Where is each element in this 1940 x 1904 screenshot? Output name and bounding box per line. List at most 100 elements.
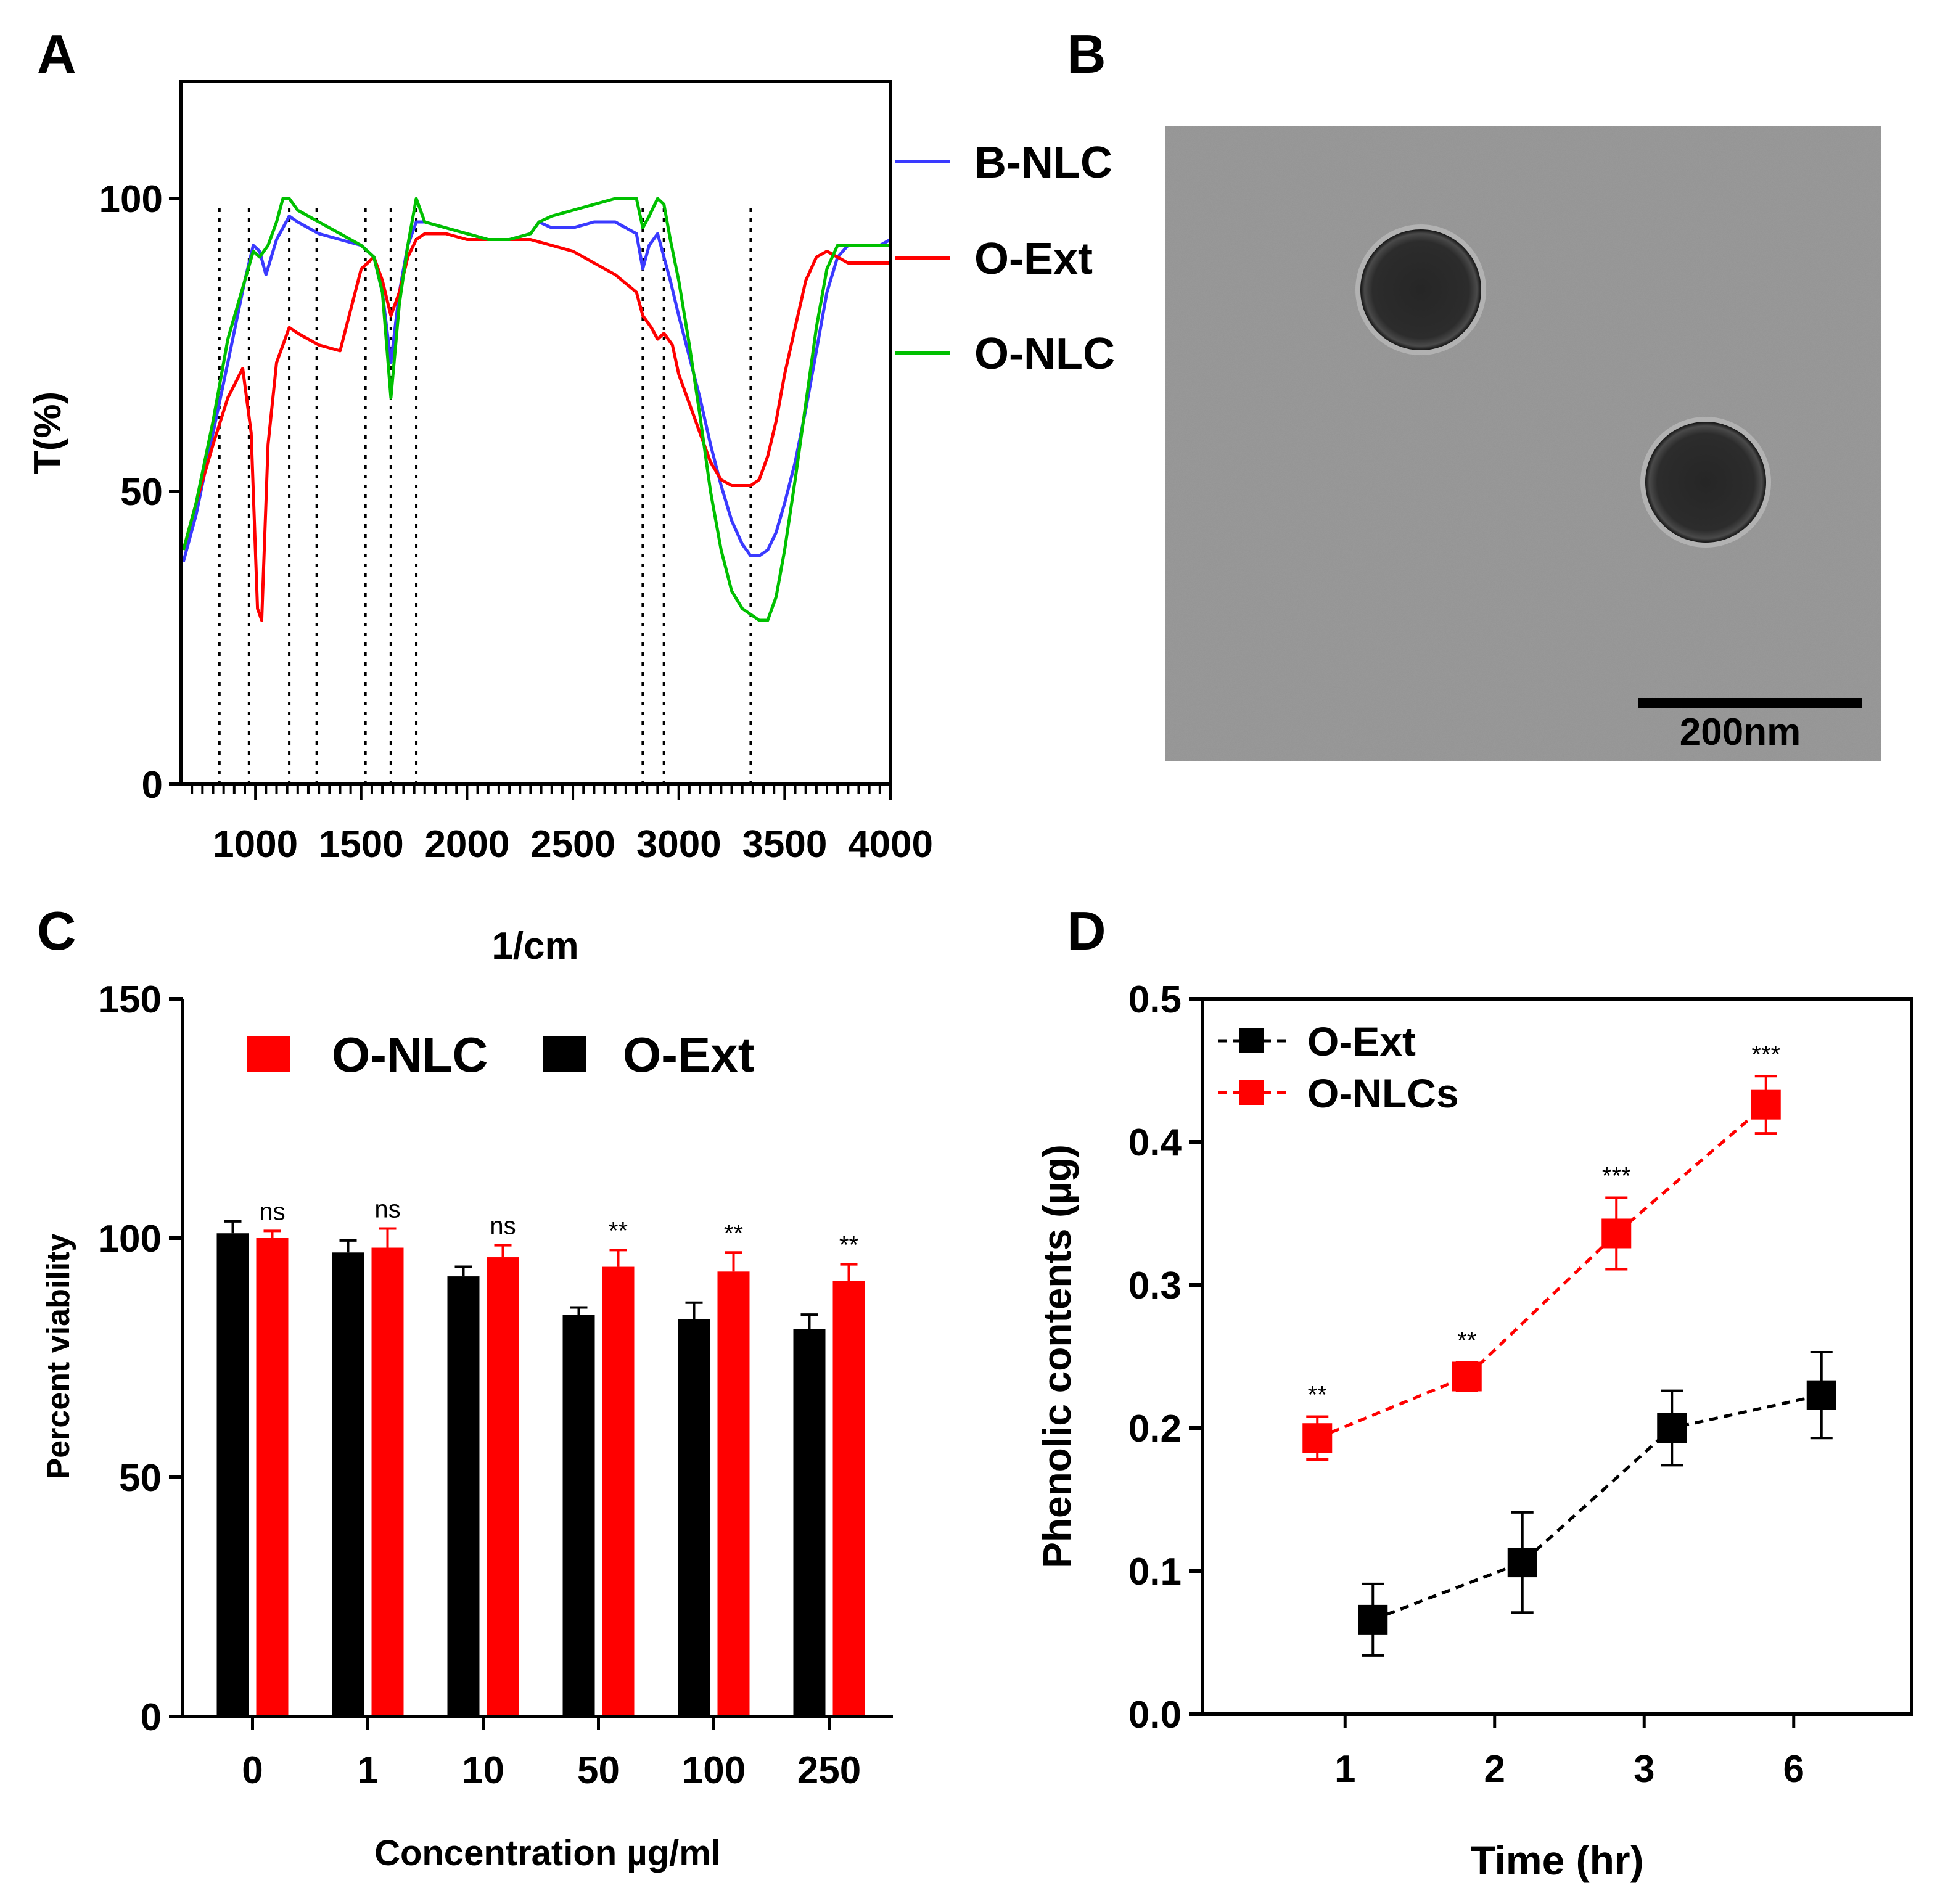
ftir-legend: B-NLC O-Ext O-NLC (895, 138, 1115, 379)
release-point-o-ext (1507, 1548, 1537, 1578)
viability-significance-label: ns (374, 1196, 400, 1223)
release-legend-label-o-ext: O-Ext (1307, 1019, 1416, 1064)
release-y-tick-label: 0.4 (1128, 1122, 1182, 1164)
viability-bar-o-ext (216, 1233, 249, 1717)
viability-x-tick-label: 0 (242, 1749, 263, 1792)
ftir-marker-lines (218, 204, 752, 784)
viability-bar-o-nlc (256, 1238, 289, 1717)
release-significance-label: *** (1751, 1041, 1780, 1068)
viability-x-tick-label: 1 (357, 1749, 378, 1792)
viability-legend-swatch-o-nlc (247, 1036, 290, 1072)
viability-bar-o-ext (447, 1276, 480, 1717)
release-y-tick-label: 0.1 (1128, 1551, 1182, 1593)
ftir-legend-label-o-nlc: O-NLC (974, 329, 1115, 379)
ftir-y-tick-label: 0 (142, 764, 163, 806)
ftir-y-axis-label: T(%) (27, 392, 69, 474)
viability-legend-label-o-nlc: O-NLC (332, 1027, 488, 1082)
release-point-o-nlcs (1452, 1361, 1482, 1392)
release-x-axis-label: Time (hr) (1470, 1837, 1643, 1883)
viability-x-tick-label: 50 (577, 1749, 620, 1792)
release-x-tick-label: 6 (1783, 1748, 1804, 1791)
viability-chart: ns ns ns ** ** ** 0 1 10 50 100 250 0 50 100 150 Conce… (41, 979, 893, 1873)
release-point-o-nlcs (1302, 1423, 1333, 1453)
viability-significance-label: ** (724, 1220, 743, 1247)
release-point-o-ext (1806, 1380, 1836, 1410)
viability-y-axis-label: Percent viability (41, 1234, 76, 1480)
viability-x-tick-label: 100 (682, 1749, 746, 1792)
ftir-x-tick-label: 1500 (319, 823, 404, 866)
release-legend-marker-o-nlcs (1239, 1080, 1264, 1105)
release-axis-ticks: 0.0 0.1 0.2 0.3 0.4 0.5 1 2 3 6 (1128, 979, 1804, 1791)
ftir-axis-ticks: 0 50 100 1000 1500 2000 2500 3000 3500 4000 (99, 178, 933, 866)
viability-legend-label-o-ext: O-Ext (623, 1027, 754, 1082)
ftir-series-line-b-nlc (181, 215, 892, 562)
panel-label-c: C (37, 900, 76, 961)
ftir-series-line-o-nlc (181, 197, 890, 622)
ftir-y-tick-label: 50 (120, 471, 163, 514)
viability-y-tick-label: 0 (141, 1696, 162, 1739)
viability-x-axis-label: Concentration µg/ml (374, 1833, 721, 1873)
tem-image: 200nm (1165, 126, 1881, 761)
panel-label-b: B (1067, 23, 1106, 84)
ftir-legend-label-o-ext: O-Ext (974, 234, 1093, 284)
release-series: ********** (1302, 1041, 1836, 1657)
ftir-y-tick-label: 100 (99, 178, 163, 221)
viability-bar-o-nlc (371, 1247, 404, 1717)
tem-particle (1360, 229, 1481, 350)
ftir-x-tick-label: 3500 (742, 823, 827, 866)
viability-bar-o-ext (332, 1252, 364, 1717)
viability-legend: O-NLC O-Ext (247, 1027, 754, 1082)
tem-background (1165, 126, 1881, 761)
viability-axis-ticks: 0 1 10 50 100 250 0 50 100 150 (98, 979, 861, 1792)
panel-label-a: A (37, 23, 76, 84)
viability-y-tick-label: 150 (98, 979, 162, 1021)
release-plot-frame (1201, 997, 1913, 1716)
viability-x-tick-label: 250 (797, 1749, 861, 1792)
viability-x-tick-label: 10 (462, 1749, 504, 1792)
ftir-x-tick-label: 2000 (424, 823, 509, 866)
viability-bar-o-nlc (602, 1266, 635, 1717)
release-significance-label: *** (1602, 1162, 1631, 1189)
release-significance-label: ** (1457, 1327, 1476, 1354)
panel-label-d: D (1067, 900, 1106, 961)
viability-y-tick-label: 100 (98, 1218, 162, 1260)
release-series-line-o-nlcs (1317, 1103, 1767, 1440)
viability-bar-o-ext (678, 1319, 710, 1717)
release-y-tick-label: 0.2 (1128, 1408, 1182, 1450)
viability-significance-label: ** (839, 1232, 858, 1259)
release-legend-marker-o-ext (1239, 1028, 1264, 1053)
ftir-plot-frame (179, 80, 892, 786)
ftir-series (181, 197, 892, 622)
ftir-x-tick-label: 4000 (848, 823, 933, 866)
ftir-x-tick-label: 1000 (213, 823, 298, 866)
viability-significance-label: ns (490, 1213, 516, 1240)
release-legend-label-o-nlcs: O-NLCs (1307, 1070, 1459, 1116)
viability-bar-o-ext (562, 1315, 595, 1717)
release-point-o-nlcs (1751, 1089, 1781, 1120)
viability-bar-o-nlc (832, 1281, 865, 1717)
tem-particle (1645, 422, 1766, 543)
release-significance-label: ** (1308, 1381, 1327, 1408)
viability-bar-o-nlc (487, 1257, 519, 1717)
release-x-tick-label: 3 (1634, 1748, 1654, 1791)
viability-bars: ns ns ns ** ** ** (216, 1196, 865, 1717)
release-legend: O-Ext O-NLCs (1218, 1019, 1459, 1116)
ftir-legend-label-b-nlc: B-NLC (974, 138, 1112, 187)
ftir-x-tick-label: 3000 (636, 823, 721, 866)
release-y-axis-label: Phenolic contents (µg) (1035, 1144, 1079, 1569)
release-point-o-ext (1358, 1604, 1388, 1635)
release-y-tick-label: 0.0 (1128, 1694, 1182, 1736)
release-series-line-o-ext (1372, 1393, 1822, 1622)
viability-legend-swatch-o-ext (543, 1036, 586, 1072)
tem-scale-label: 200nm (1680, 711, 1801, 753)
ftir-series-line-o-ext (181, 232, 890, 622)
viability-y-tick-label: 50 (119, 1457, 162, 1500)
viability-bar-o-ext (793, 1329, 826, 1717)
viability-significance-label: ** (609, 1217, 628, 1244)
ftir-x-tick-label: 2500 (530, 823, 615, 866)
release-x-tick-label: 1 (1334, 1748, 1355, 1791)
tem-scale-bar (1638, 698, 1862, 708)
release-point-o-nlcs (1601, 1218, 1632, 1249)
